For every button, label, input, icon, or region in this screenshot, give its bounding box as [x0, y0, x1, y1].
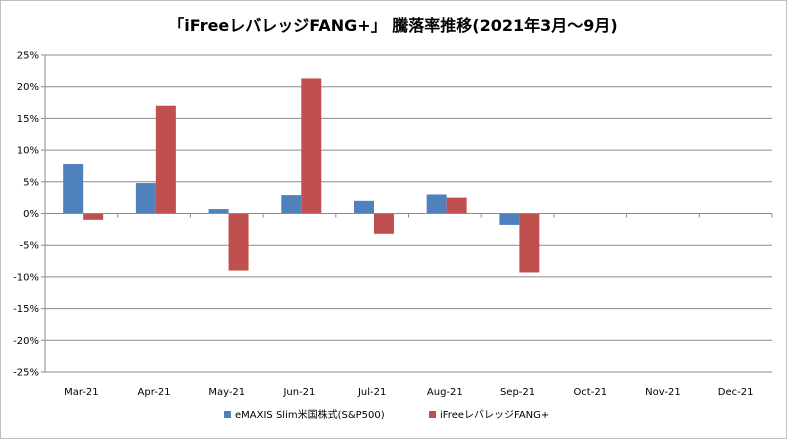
bar-series2-Apr-21	[155, 105, 176, 214]
y-tick-label: 15%	[17, 114, 39, 125]
chart-title: 「iFreeレバレッジFANG+」 騰落率推移(2021年3月～9月)	[168, 16, 617, 35]
y-tick-label: 0%	[23, 209, 39, 220]
x-tick-label: Aug-21	[427, 387, 463, 398]
bar-series1-Jun-21	[281, 195, 302, 214]
bar-series1-Mar-21	[63, 164, 84, 214]
bar-series1-Apr-21	[135, 183, 156, 214]
y-tick-label: 10%	[17, 146, 39, 157]
x-tick-label: Sep-21	[500, 387, 535, 398]
y-axis-ticks: 25% 20% 15% 10% 5% 0% -5% -10% -15% -20% -25%	[13, 51, 45, 379]
x-tick-label: Jul-21	[357, 387, 386, 398]
x-tick-label: Dec-21	[718, 387, 754, 398]
bar-series1-Jul-21	[353, 200, 374, 214]
y-tick-label: -10%	[13, 272, 39, 283]
y-tick-label: -5%	[20, 241, 39, 252]
bar-series2-Jul-21	[373, 213, 394, 234]
bars	[63, 78, 540, 273]
y-tick-label: -15%	[13, 304, 39, 315]
y-tick-label: 25%	[17, 51, 39, 62]
x-tick-label: Oct-21	[573, 387, 607, 398]
legend: eMAXIS Slim米国株式(S&P500) iFreeレバレッジFANG+	[224, 408, 549, 421]
x-axis-ticks: Mar-21 Apr-21 May-21 Jun-21 Jul-21 Aug-21 Sep-…	[44, 213, 773, 398]
bar-series2-May-21	[228, 213, 249, 271]
x-tick-label: May-21	[208, 387, 245, 398]
legend-label: eMAXIS Slim米国株式(S&P500)	[235, 408, 385, 421]
legend-label: iFreeレバレッジFANG+	[440, 409, 549, 421]
x-tick-label: Nov-21	[645, 387, 681, 398]
bar-series1-May-21	[208, 209, 229, 214]
x-tick-label: Jun-21	[282, 387, 315, 398]
y-tick-label: -25%	[13, 368, 39, 379]
y-tick-label: 20%	[17, 82, 39, 93]
bar-series1-Aug-21	[426, 194, 447, 214]
bar-series2-Jun-21	[301, 78, 322, 214]
bar-series2-Sep-21	[519, 213, 540, 273]
y-tick-label: -20%	[13, 336, 39, 347]
bar-series2-Mar-21	[83, 213, 104, 220]
y-tick-label: 5%	[23, 177, 39, 188]
bar-series2-Aug-21	[446, 197, 467, 214]
bar-series1-Sep-21	[499, 213, 520, 225]
x-tick-label: Mar-21	[64, 387, 99, 398]
legend-swatch	[429, 411, 436, 418]
x-tick-label: Apr-21	[138, 387, 171, 398]
legend-swatch	[224, 411, 231, 418]
